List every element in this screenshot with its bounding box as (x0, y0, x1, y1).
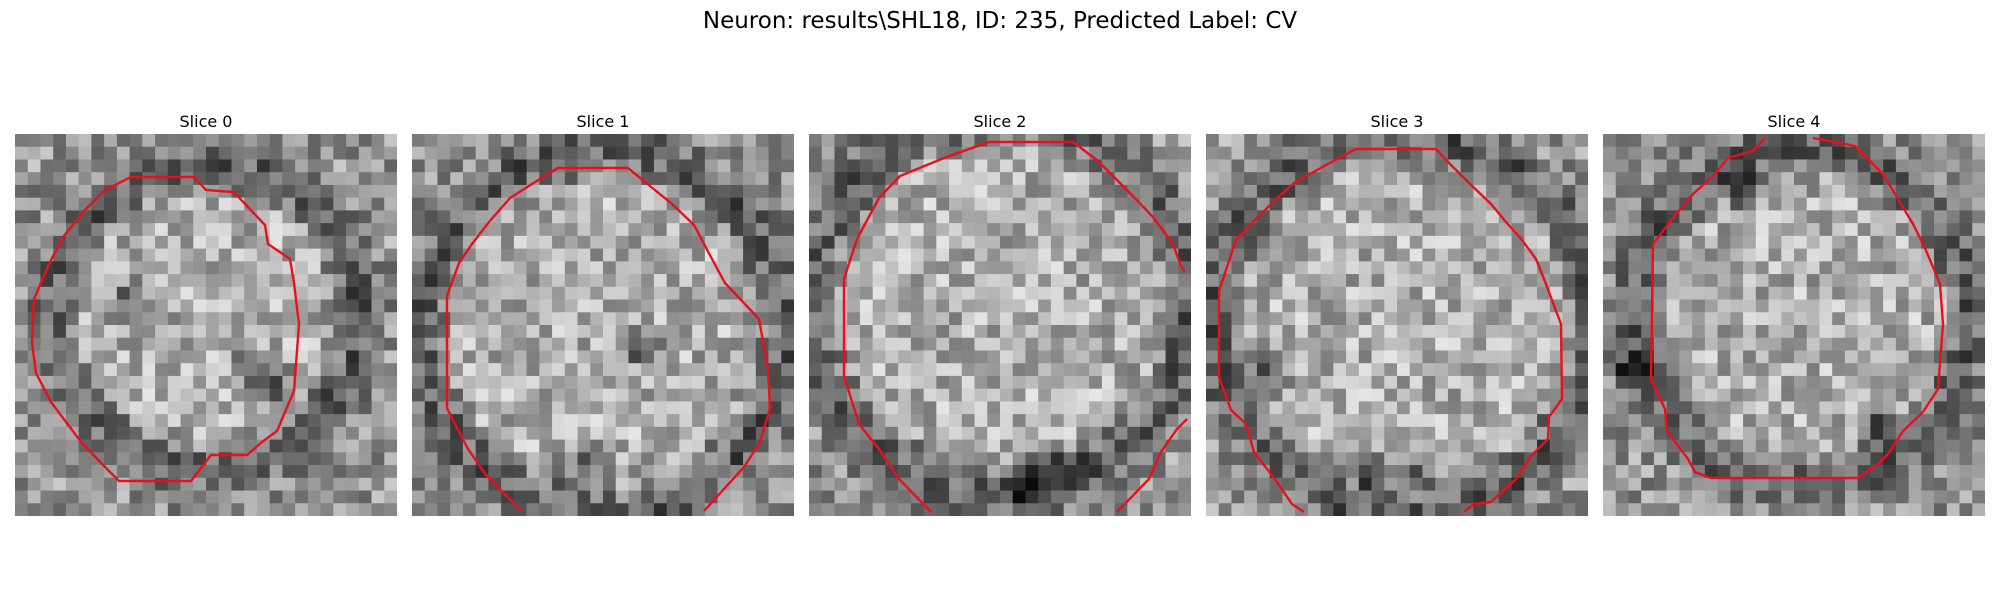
cell-contour (30, 175, 301, 483)
slice-image-4 (1603, 134, 1985, 516)
slice-image-1 (412, 134, 794, 516)
slice-image-3 (1206, 134, 1588, 516)
cell-contour (842, 140, 1186, 513)
slice-title: Slice 2 (973, 112, 1027, 131)
slice-title: Slice 0 (179, 112, 233, 131)
cell-contour (445, 166, 772, 513)
pixel-grid (15, 134, 397, 516)
slice-panel-4: Slice 4 (1603, 112, 1985, 516)
slice-image-2 (809, 134, 1191, 516)
cell-contour (1649, 136, 1945, 480)
slice-title: Slice 3 (1370, 112, 1424, 131)
pixel-grid (1603, 134, 1985, 516)
cell-contour (1217, 147, 1564, 513)
slice-panel-2: Slice 2 (809, 112, 1191, 516)
slice-title: Slice 1 (576, 112, 630, 131)
pixel-grid (1206, 134, 1588, 516)
figure-title: Neuron: results\SHL18, ID: 235, Predicte… (702, 8, 1298, 34)
cell-contour (1116, 418, 1188, 513)
slice-panel-3: Slice 3 (1206, 112, 1588, 516)
slice-panel-1: Slice 1 (412, 112, 794, 516)
slice-title: Slice 4 (1767, 112, 1821, 131)
pixel-grid (412, 134, 794, 516)
slice-image-0 (15, 134, 397, 516)
pixel-grid (809, 134, 1191, 516)
slice-panel-0: Slice 0 (15, 112, 397, 516)
